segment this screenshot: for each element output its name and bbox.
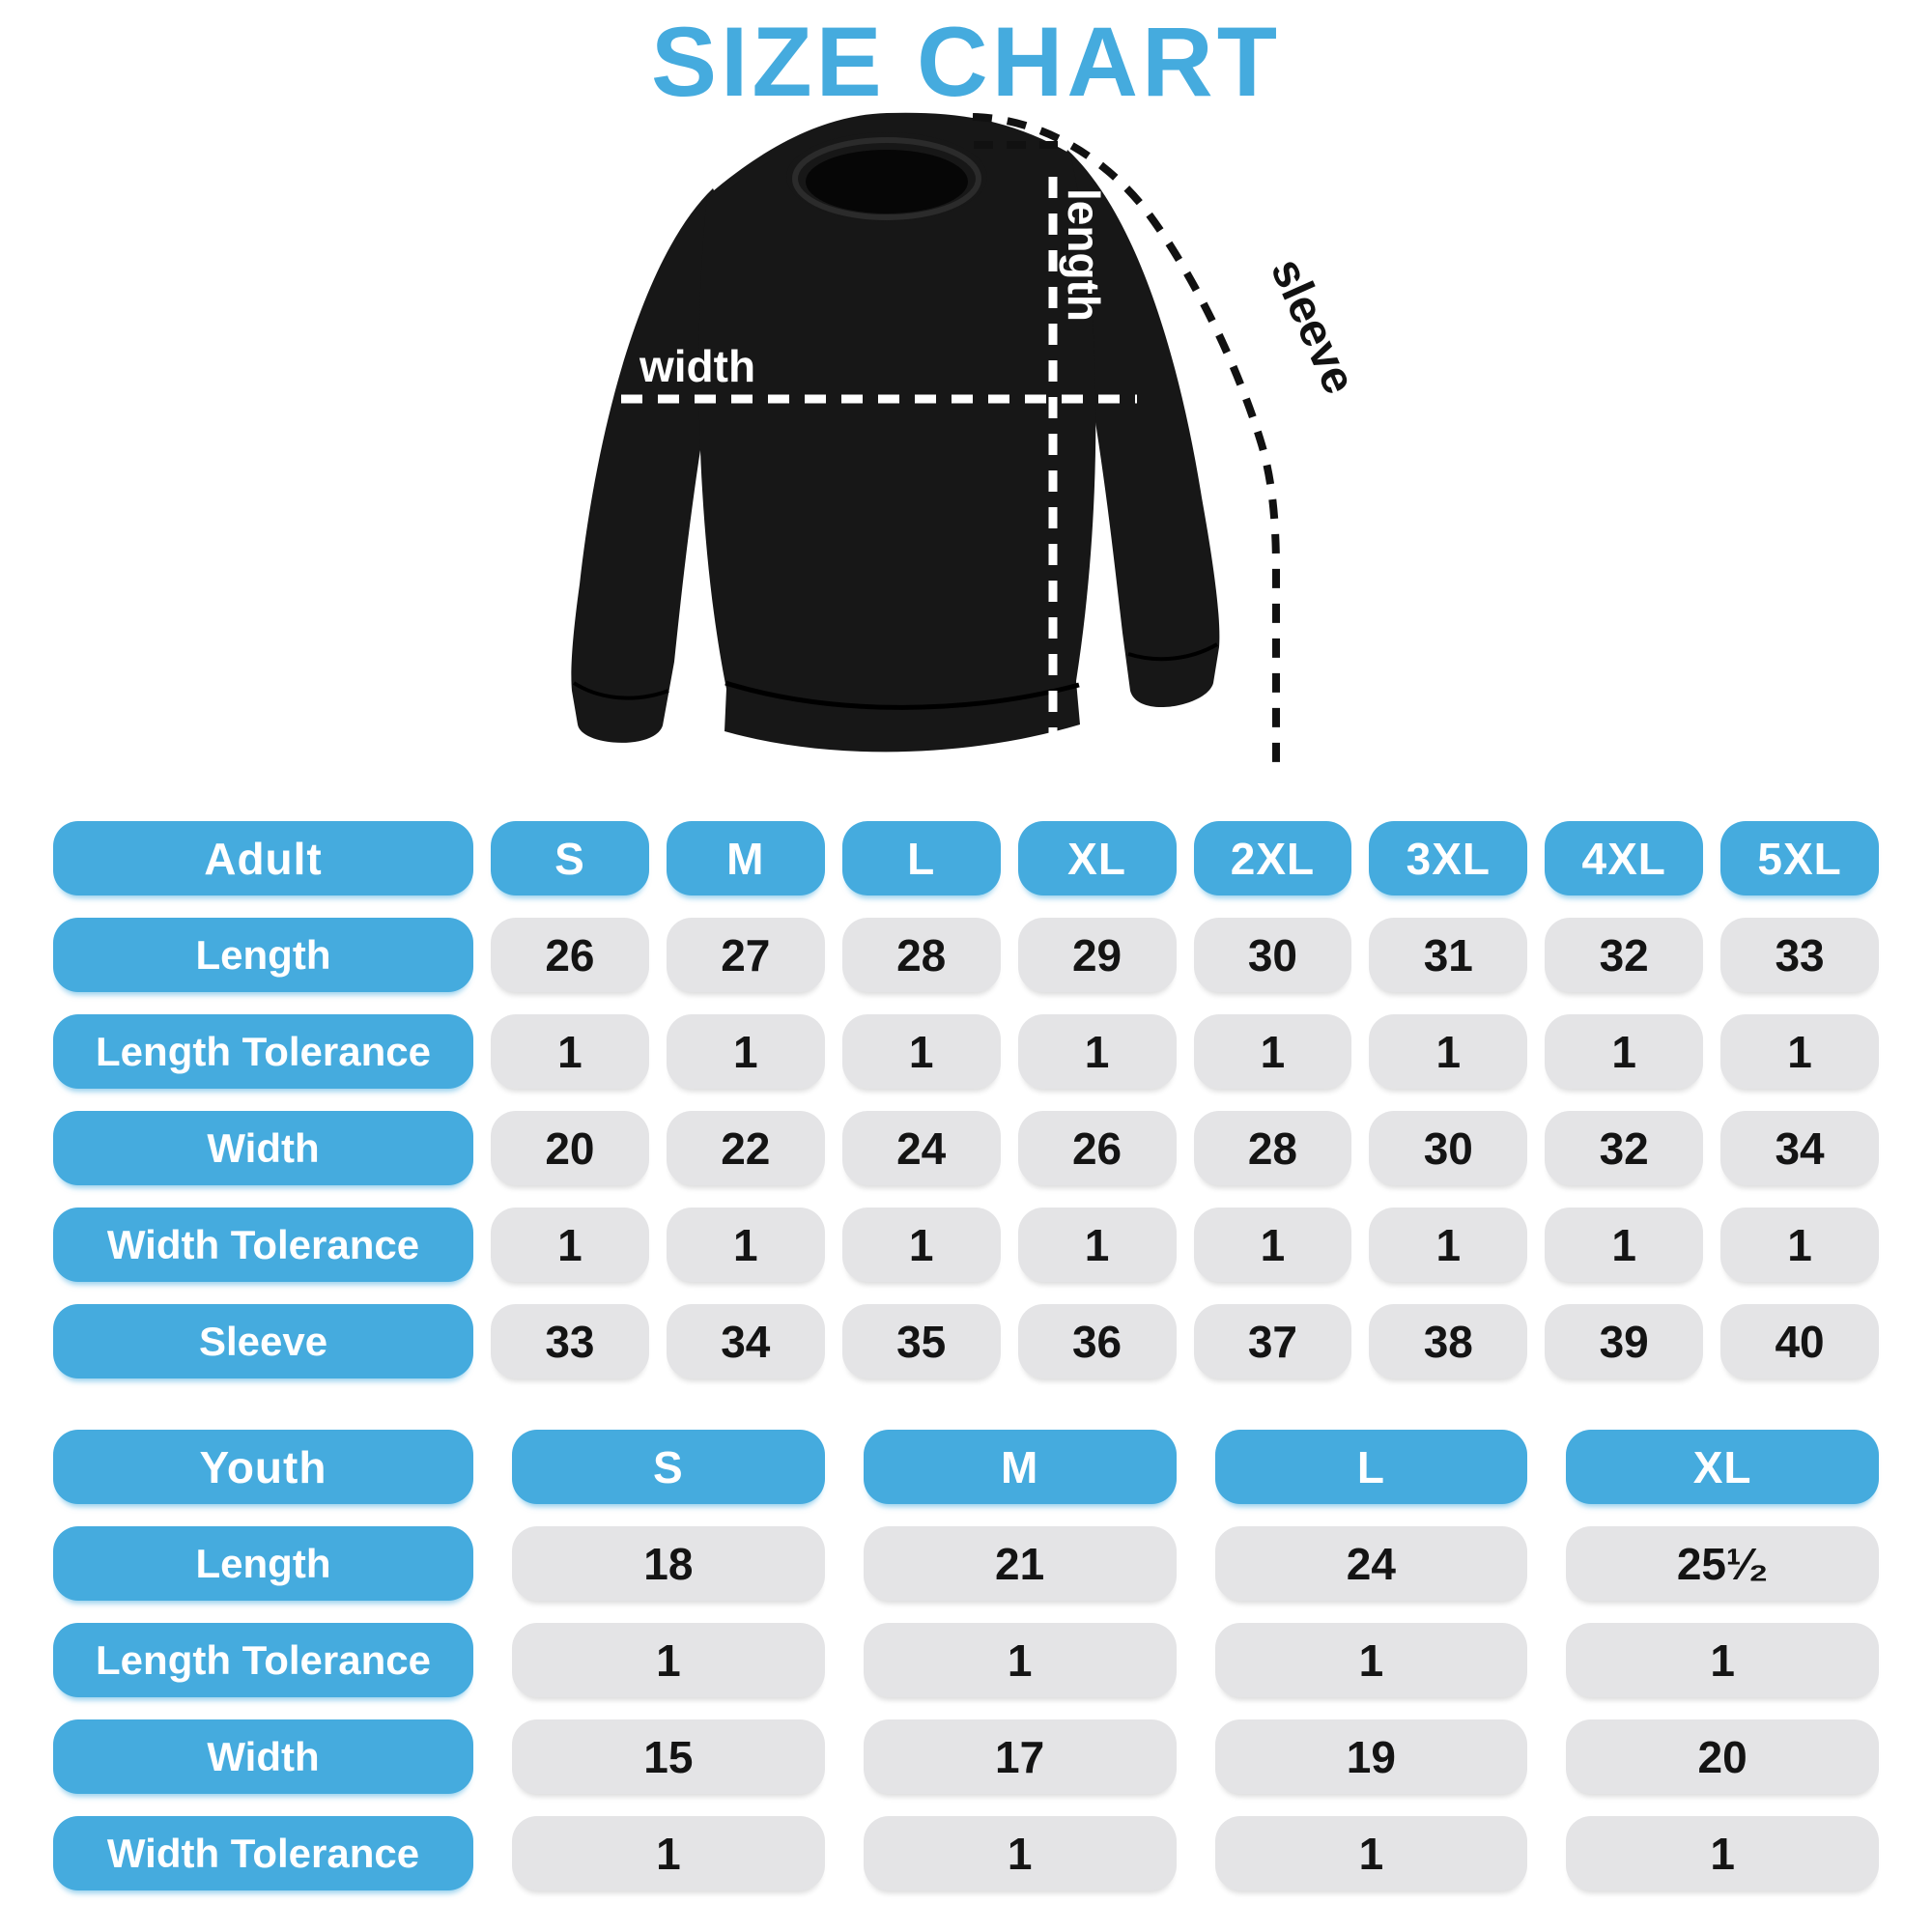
youth-length-xl: 25¹⁄₂ bbox=[1566, 1526, 1879, 1601]
youth-header-l: L bbox=[1214, 1430, 1528, 1504]
adult-length-l: 28 bbox=[841, 918, 1001, 992]
adult-length-2xl: 30 bbox=[1193, 918, 1352, 992]
adult-row-label-width: Width bbox=[53, 1111, 473, 1185]
adult-row-label-width-tolerance: Width Tolerance bbox=[53, 1208, 473, 1282]
youth-length-l: 24 bbox=[1214, 1526, 1528, 1601]
adult-sleeve-m: 34 bbox=[666, 1304, 825, 1378]
right-cuff-seam bbox=[1127, 642, 1218, 662]
adult-width-s: 20 bbox=[491, 1111, 649, 1185]
adult-header-xl: XL bbox=[1017, 821, 1177, 895]
youth-width-tolerance-m: 1 bbox=[863, 1816, 1177, 1890]
youth-size-table: Youth S M L XL Length 18 21 24 25¹⁄₂ Len… bbox=[53, 1430, 1879, 1890]
youth-row-label-length-tolerance: Length Tolerance bbox=[53, 1623, 473, 1697]
adult-length-3xl: 31 bbox=[1369, 918, 1528, 992]
adult-width-4xl: 32 bbox=[1545, 1111, 1704, 1185]
youth-length-tolerance-l: 1 bbox=[1214, 1623, 1528, 1697]
youth-row-label-width-tolerance: Width Tolerance bbox=[53, 1816, 473, 1890]
collar-inner bbox=[806, 150, 968, 213]
adult-sleeve-s: 33 bbox=[491, 1304, 649, 1378]
sleeve-label: sleeve bbox=[1261, 251, 1352, 402]
adult-header-5xl: 5XL bbox=[1720, 821, 1879, 895]
adult-length-tolerance-4xl: 1 bbox=[1545, 1014, 1704, 1089]
adult-width-tolerance-2xl: 1 bbox=[1193, 1208, 1352, 1282]
sweatshirt-body bbox=[698, 112, 1096, 753]
adult-length-xl: 29 bbox=[1017, 918, 1177, 992]
collar-rib bbox=[792, 137, 981, 220]
adult-row-label-length: Length bbox=[53, 918, 473, 992]
adult-length-tolerance-3xl: 1 bbox=[1369, 1014, 1528, 1089]
youth-length-tolerance-s: 1 bbox=[512, 1623, 825, 1697]
adult-width-tolerance-m: 1 bbox=[666, 1208, 825, 1282]
adult-width-tolerance-l: 1 bbox=[841, 1208, 1001, 1282]
youth-width-tolerance-s: 1 bbox=[512, 1816, 825, 1890]
adult-length-tolerance-xl: 1 bbox=[1017, 1014, 1177, 1089]
adult-length-m: 27 bbox=[666, 918, 825, 992]
youth-header-xl: XL bbox=[1566, 1430, 1879, 1504]
adult-sleeve-l: 35 bbox=[841, 1304, 1001, 1378]
adult-length-4xl: 32 bbox=[1545, 918, 1704, 992]
adult-width-tolerance-4xl: 1 bbox=[1545, 1208, 1704, 1282]
youth-width-tolerance-l: 1 bbox=[1214, 1816, 1528, 1890]
adult-width-2xl: 28 bbox=[1193, 1111, 1352, 1185]
width-label: width bbox=[639, 341, 755, 391]
adult-header-m: M bbox=[666, 821, 825, 895]
adult-header-s: S bbox=[491, 821, 649, 895]
youth-width-xl: 20 bbox=[1566, 1719, 1879, 1794]
youth-row-label-width: Width bbox=[53, 1719, 473, 1794]
adult-length-tolerance-s: 1 bbox=[491, 1014, 649, 1089]
left-cuff-seam bbox=[572, 681, 669, 700]
youth-length-s: 18 bbox=[512, 1526, 825, 1601]
adult-length-tolerance-m: 1 bbox=[666, 1014, 825, 1089]
length-label: length bbox=[1059, 188, 1109, 322]
adult-width-tolerance-3xl: 1 bbox=[1369, 1208, 1528, 1282]
adult-length-tolerance-5xl: 1 bbox=[1720, 1014, 1879, 1089]
youth-header-s: S bbox=[512, 1430, 825, 1504]
adult-width-l: 24 bbox=[841, 1111, 1001, 1185]
adult-width-xl: 26 bbox=[1017, 1111, 1177, 1185]
adult-width-tolerance-5xl: 1 bbox=[1720, 1208, 1879, 1282]
adult-table-title: Adult bbox=[53, 821, 473, 895]
youth-table-title: Youth bbox=[53, 1430, 473, 1504]
adult-length-5xl: 33 bbox=[1720, 918, 1879, 992]
hem-seam bbox=[724, 680, 1080, 710]
adult-header-2xl: 2XL bbox=[1193, 821, 1352, 895]
adult-width-5xl: 34 bbox=[1720, 1111, 1879, 1185]
youth-width-l: 19 bbox=[1214, 1719, 1528, 1794]
page-title: SIZE CHART bbox=[651, 7, 1281, 117]
adult-width-3xl: 30 bbox=[1369, 1111, 1528, 1185]
sweatshirt-right-sleeve bbox=[1049, 150, 1220, 708]
adult-length-s: 26 bbox=[491, 918, 649, 992]
adult-header-3xl: 3XL bbox=[1369, 821, 1528, 895]
adult-width-tolerance-s: 1 bbox=[491, 1208, 649, 1282]
sleeve-measure-line bbox=[972, 113, 1280, 765]
adult-row-label-length-tolerance: Length Tolerance bbox=[53, 1014, 473, 1089]
adult-sleeve-5xl: 40 bbox=[1720, 1304, 1879, 1378]
adult-width-tolerance-xl: 1 bbox=[1017, 1208, 1177, 1282]
adult-sleeve-xl: 36 bbox=[1017, 1304, 1177, 1378]
adult-width-m: 22 bbox=[666, 1111, 825, 1185]
adult-row-label-sleeve: Sleeve bbox=[53, 1304, 473, 1378]
adult-sleeve-4xl: 39 bbox=[1545, 1304, 1704, 1378]
adult-header-4xl: 4XL bbox=[1545, 821, 1704, 895]
adult-sleeve-2xl: 37 bbox=[1193, 1304, 1352, 1378]
adult-length-tolerance-2xl: 1 bbox=[1193, 1014, 1352, 1089]
adult-size-table: Adult S M L XL 2XL 3XL 4XL 5XL Length 26… bbox=[53, 821, 1879, 1378]
youth-length-m: 21 bbox=[863, 1526, 1177, 1601]
sweatshirt-measurement-figure: width length sleeve bbox=[502, 92, 1352, 816]
youth-row-label-length: Length bbox=[53, 1526, 473, 1601]
youth-width-tolerance-xl: 1 bbox=[1566, 1816, 1879, 1890]
adult-sleeve-3xl: 38 bbox=[1369, 1304, 1528, 1378]
youth-width-s: 15 bbox=[512, 1719, 825, 1794]
youth-width-m: 17 bbox=[863, 1719, 1177, 1794]
youth-length-tolerance-xl: 1 bbox=[1566, 1623, 1879, 1697]
adult-length-tolerance-l: 1 bbox=[841, 1014, 1001, 1089]
youth-header-m: M bbox=[863, 1430, 1177, 1504]
adult-header-l: L bbox=[841, 821, 1001, 895]
youth-length-tolerance-m: 1 bbox=[863, 1623, 1177, 1697]
sweatshirt-diagram: width length sleeve bbox=[571, 112, 1352, 765]
